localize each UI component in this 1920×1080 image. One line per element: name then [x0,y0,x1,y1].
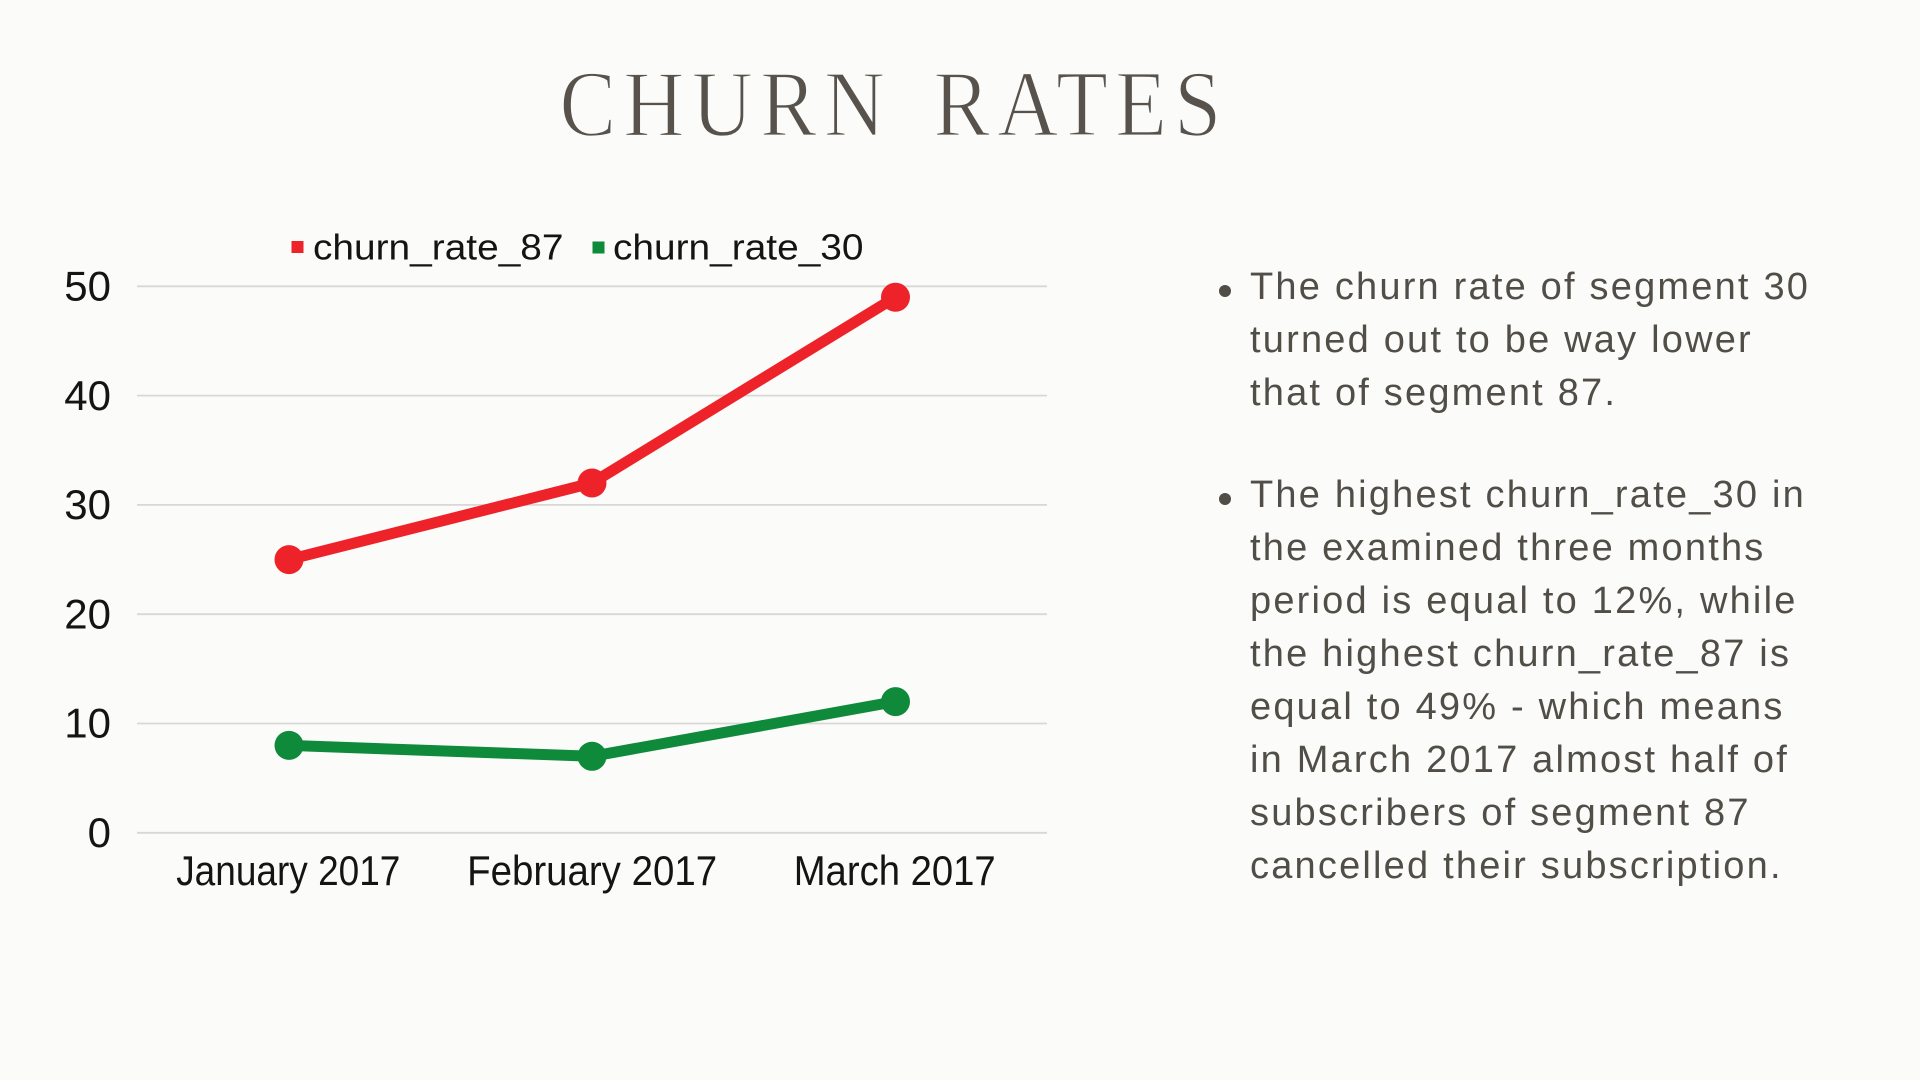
svg-text:churn_rate_30: churn_rate_30 [613,227,864,268]
svg-text:40: 40 [64,372,111,419]
svg-text:50: 50 [64,263,111,310]
svg-text:20: 20 [64,590,111,637]
svg-text:February 2017: February 2017 [467,847,717,894]
svg-text:March 2017: March 2017 [794,847,996,894]
svg-text:30: 30 [64,481,111,528]
svg-text:CHURN RATES: CHURN RATES [560,53,1229,157]
svg-text:10: 10 [64,700,111,747]
svg-text:January 2017: January 2017 [176,847,400,894]
svg-text:0: 0 [88,809,111,856]
svg-text:churn_rate_87: churn_rate_87 [313,227,564,268]
